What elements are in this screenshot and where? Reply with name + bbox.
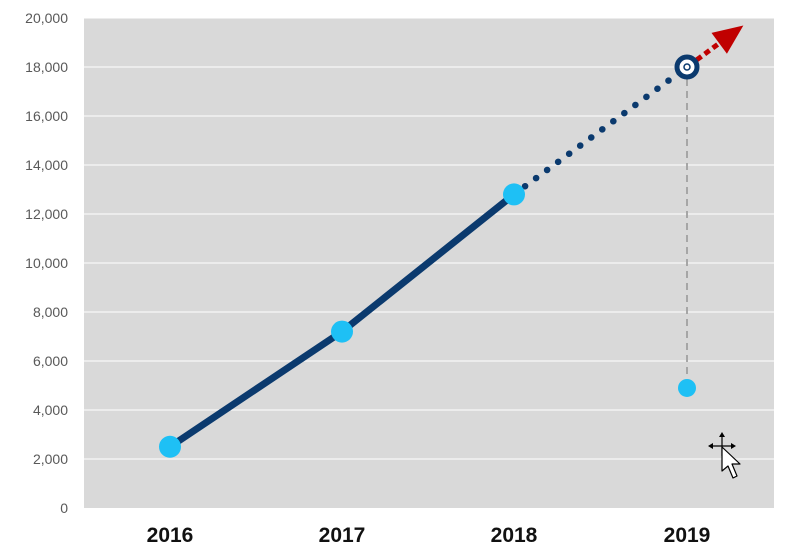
y-axis: 0 2,000 4,000 6,000 8,000 10,000 12,000 14,000 1… — [25, 10, 68, 516]
x-tick-label: 2016 — [147, 524, 194, 547]
projected-point-center — [683, 63, 691, 71]
y-tick-label: 10,000 — [25, 255, 68, 271]
trend-arrow-shaft — [695, 40, 723, 62]
y-tick-label: 16,000 — [25, 108, 68, 124]
data-point — [503, 183, 525, 206]
y-tick-label: 14,000 — [25, 157, 68, 173]
x-tick-label: 2017 — [319, 524, 366, 547]
trend-arrowhead — [711, 25, 744, 54]
move-cursor-icon — [708, 432, 741, 479]
data-point — [331, 320, 353, 343]
gridlines — [84, 17, 774, 460]
x-tick-label: 2019 — [664, 524, 711, 547]
y-tick-label: 8,000 — [33, 304, 68, 320]
y-tick-label: 4,000 — [33, 402, 68, 418]
x-axis: 2016 2017 2018 2019 — [147, 524, 711, 547]
y-tick-label: 6,000 — [33, 353, 68, 369]
y-tick-label: 2,000 — [33, 451, 68, 467]
data-point — [678, 378, 696, 397]
y-tick-label: 12,000 — [25, 206, 68, 222]
y-tick-label: 0 — [60, 500, 68, 516]
y-tick-label: 20,000 — [25, 10, 68, 26]
data-point — [159, 435, 181, 458]
projection-dotted-line — [510, 63, 691, 198]
series-layer — [159, 25, 744, 458]
x-tick-label: 2018 — [491, 524, 538, 547]
y-tick-label: 18,000 — [25, 59, 68, 75]
